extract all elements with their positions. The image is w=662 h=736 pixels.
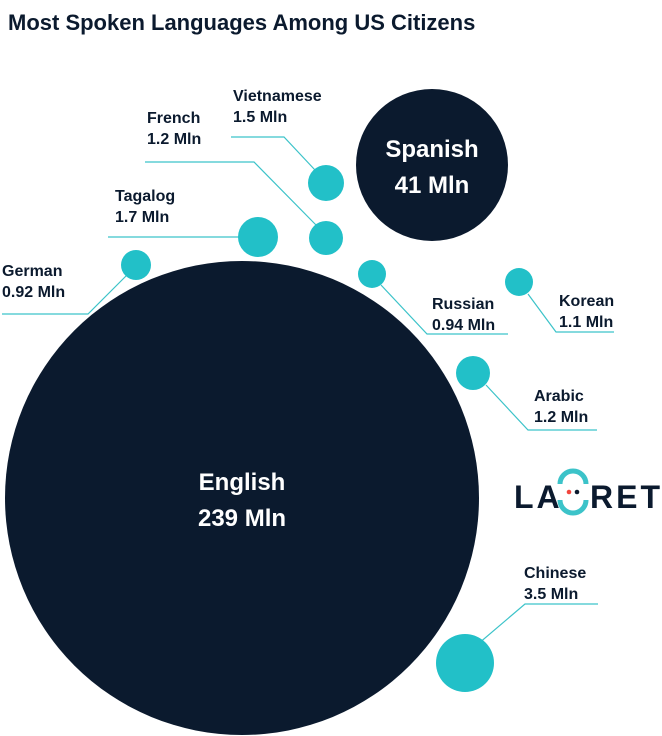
bubble-value-korean: 1.1 Mln <box>559 314 613 331</box>
leader-line-korean <box>527 293 614 333</box>
bubble-chinese <box>436 634 494 692</box>
bubble-german <box>121 250 151 280</box>
laoret-logo: LA RET <box>514 468 662 516</box>
bubble-tagalog <box>238 217 278 257</box>
bubble-label-russian: Russian <box>432 296 494 313</box>
leader-line-vietnamese <box>231 136 316 171</box>
leader-line-french <box>145 161 318 227</box>
chart-title: Most Spoken Languages Among US Citizens <box>8 10 475 35</box>
bubble-value-russian: 0.94 Mln <box>432 317 495 334</box>
leader-line-german <box>2 275 127 315</box>
leader-line-chinese <box>477 603 598 645</box>
bubble-value-english: 239 Mln <box>198 505 286 532</box>
bubble-label-tagalog: Tagalog <box>115 188 175 205</box>
bubble-label-vietnamese: Vietnamese <box>233 88 322 105</box>
bubble-english <box>5 261 479 735</box>
bubble-vietnamese <box>308 165 344 201</box>
bubble-label-arabic: Arabic <box>534 388 584 405</box>
bubble-value-tagalog: 1.7 Mln <box>115 209 169 226</box>
bubble-french <box>309 221 343 255</box>
bubble-label-korean: Korean <box>559 293 614 310</box>
logo-o-arrows-icon <box>557 468 589 516</box>
leader-line-russian <box>380 284 508 335</box>
bubble-value-spanish: 41 Mln <box>395 172 470 199</box>
bubble-label-spanish: Spanish <box>385 136 478 163</box>
bubble-value-arabic: 1.2 Mln <box>534 409 588 426</box>
logo-text-left: LA <box>514 479 563 515</box>
bubble-value-vietnamese: 1.5 Mln <box>233 109 287 126</box>
bubbles-group: English 239 Mln Spanish 41 Mln Chinese 3.5 Ml… <box>2 88 614 735</box>
bubble-label-german: German <box>2 263 62 280</box>
bubble-label-english: English <box>199 469 286 496</box>
bubble-label-french: French <box>147 110 200 127</box>
leader-line-arabic <box>485 384 597 431</box>
bubble-value-french: 1.2 Mln <box>147 131 201 148</box>
bubble-value-german: 0.92 Mln <box>2 284 65 301</box>
bubble-arabic <box>456 356 490 390</box>
logo-text-right: RET <box>590 479 662 515</box>
bubble-spanish <box>356 89 508 241</box>
bubble-value-chinese: 3.5 Mln <box>524 586 578 603</box>
bubble-russian <box>358 260 386 288</box>
bubble-label-chinese: Chinese <box>524 565 586 582</box>
bubble-korean <box>505 268 533 296</box>
